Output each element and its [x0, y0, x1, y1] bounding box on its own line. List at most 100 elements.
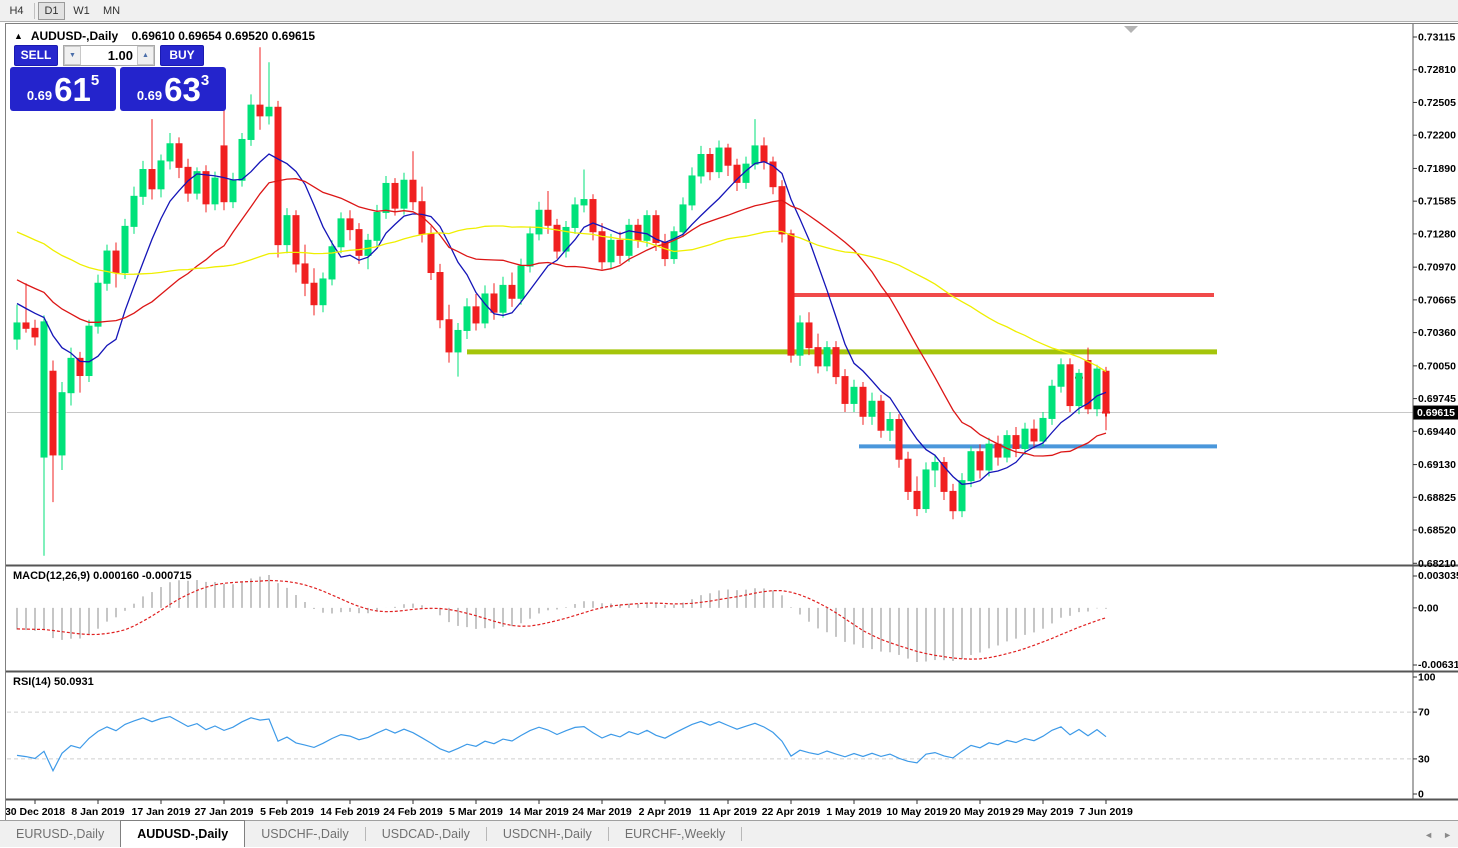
tab-scroll-left-icon[interactable]: ◄: [1424, 830, 1433, 840]
bid-price-pipette: 5: [91, 72, 99, 89]
rsi-axis-label: 30: [1418, 753, 1430, 765]
chart-title: ▲ AUDUSD-,Daily 0.69610 0.69654 0.69520 …: [14, 29, 315, 43]
candle: [437, 273, 443, 320]
candle: [887, 420, 893, 431]
rsi-axis-label: 100: [1418, 672, 1436, 684]
volume-increase-button[interactable]: ▲: [137, 46, 154, 65]
candle: [896, 420, 902, 460]
chart-shift-marker-icon: [1124, 26, 1138, 33]
tab-separator: [741, 827, 742, 841]
candle: [140, 170, 146, 197]
candle: [932, 462, 938, 470]
volume-stepper: ▼ ▲: [63, 45, 155, 66]
candle: [833, 348, 839, 377]
candle: [392, 183, 398, 208]
candle: [311, 283, 317, 304]
candle: [347, 219, 353, 230]
timeframe-mn-button[interactable]: MN: [98, 2, 125, 20]
symbol-marker-icon: ▲: [14, 31, 23, 41]
sell-price-box[interactable]: 0.69 61 5: [10, 67, 116, 111]
date-axis-label: 7 Jun 2019: [1079, 806, 1133, 818]
date-axis-label: 30 Dec 2018: [6, 806, 65, 818]
rsi-axis-label: 70: [1418, 707, 1430, 719]
candle: [788, 234, 794, 355]
price-axis-label: 0.69745: [1418, 393, 1456, 405]
date-axis-label: 14 Mar 2019: [509, 806, 569, 818]
price-axis-label: 0.70050: [1418, 360, 1456, 372]
timeframe-w1-button[interactable]: W1: [68, 2, 95, 20]
candle: [59, 393, 65, 455]
candle: [536, 210, 542, 234]
macd-signal-line: [17, 581, 1106, 660]
price-axis-label: 0.68825: [1418, 492, 1456, 504]
candle: [545, 210, 551, 225]
candle: [617, 240, 623, 255]
candle: [455, 330, 461, 351]
candle: [923, 470, 929, 509]
candle: [509, 285, 515, 298]
price-axis-label: 0.72810: [1418, 64, 1456, 76]
date-axis-label: 20 May 2019: [949, 806, 1010, 818]
chart-symbol-label: AUDUSD-,Daily: [31, 29, 118, 43]
bid-price-prefix: 0.69: [27, 88, 52, 103]
candle: [32, 328, 38, 337]
candle: [590, 200, 596, 232]
buy-button[interactable]: BUY: [160, 45, 204, 66]
timeframe-toolbar: H4 D1 W1 MN: [0, 0, 1458, 22]
candle: [806, 323, 812, 348]
candle: [275, 107, 281, 244]
tab-eurusd-daily[interactable]: EURUSD-,Daily: [0, 821, 120, 847]
tab-usdchf-daily[interactable]: USDCHF-,Daily: [245, 821, 365, 847]
candle: [608, 240, 614, 261]
tab-eurchf-weekly[interactable]: EURCHF-,Weekly: [609, 821, 741, 847]
timeframe-d1-button[interactable]: D1: [38, 2, 65, 20]
candle: [239, 139, 245, 180]
candle: [14, 323, 20, 339]
moving-average-line: [17, 179, 1106, 456]
price-axis-label: 0.73115: [1418, 32, 1456, 44]
candle: [248, 105, 254, 139]
tab-usdcnh-daily[interactable]: USDCNH-,Daily: [487, 821, 608, 847]
candle: [1031, 429, 1037, 441]
candle: [698, 154, 704, 175]
candle: [860, 387, 866, 416]
date-axis-label: 5 Feb 2019: [260, 806, 314, 818]
candle: [779, 187, 785, 234]
candle: [824, 348, 830, 366]
candle: [473, 307, 479, 323]
candle: [257, 105, 263, 116]
timeframe-h4-button[interactable]: H4: [3, 2, 30, 20]
candle: [716, 148, 722, 172]
candle: [1013, 436, 1019, 449]
indicator-layer: [7, 575, 1413, 771]
candle: [446, 320, 452, 352]
tab-usdcad-daily[interactable]: USDCAD-,Daily: [366, 821, 486, 847]
candle: [914, 491, 920, 508]
ask-price-pipette: 3: [201, 72, 209, 89]
price-axis-label: 0.69130: [1418, 459, 1456, 471]
candle: [995, 444, 1001, 457]
volume-decrease-button[interactable]: ▼: [64, 46, 81, 65]
candle: [302, 264, 308, 283]
candles-layer: [14, 47, 1109, 556]
buy-price-box[interactable]: 0.69 63 3: [120, 67, 226, 111]
candle: [338, 219, 344, 247]
sell-button[interactable]: SELL: [14, 45, 58, 66]
candle: [869, 401, 875, 416]
ask-price-big: 63: [164, 73, 201, 106]
tab-audusd-daily[interactable]: AUDUSD-,Daily: [120, 820, 245, 847]
tab-scroll-right-icon[interactable]: ►: [1443, 830, 1452, 840]
moving-averages-layer: [17, 154, 1106, 484]
volume-input[interactable]: [81, 46, 137, 65]
macd-axis-label: 0.003035: [1418, 570, 1458, 582]
price-chart-canvas[interactable]: 0.731150.728100.725050.722000.718900.715…: [6, 24, 1458, 821]
candle: [320, 279, 326, 305]
date-axis-label: 8 Jan 2019: [71, 806, 124, 818]
macd-axis-label: -0.00631: [1418, 659, 1458, 671]
bid-price-big: 61: [54, 73, 91, 106]
candle: [1067, 365, 1073, 406]
date-axis-label: 5 Mar 2019: [449, 806, 503, 818]
candle: [491, 294, 497, 312]
candle: [167, 144, 173, 161]
candle: [401, 180, 407, 208]
